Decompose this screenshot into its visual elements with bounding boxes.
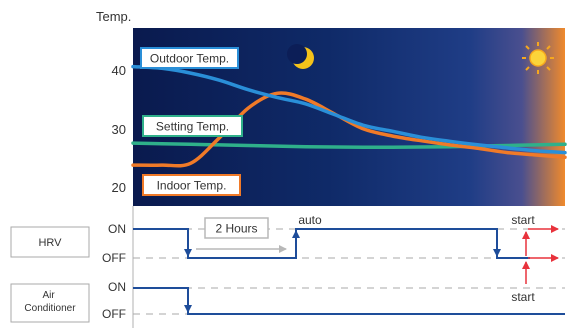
ac-label: Air Conditioner: [24, 290, 76, 314]
hrv-signal: [133, 228, 530, 259]
duration-box: [204, 217, 269, 239]
legend-indoor: Indoor Temp.: [142, 174, 241, 196]
duration-label: 2 Hours: [215, 222, 257, 236]
outdoor-temp-line: [131, 64, 567, 155]
hrv-start-label: start: [511, 213, 535, 227]
legend-outdoor-label: Outdoor Temp.: [150, 52, 229, 66]
hrv-on-label: ON: [108, 222, 126, 236]
y-tick-40: 40: [112, 63, 126, 78]
hrv-label: HRV: [38, 237, 62, 249]
legend-setting: Setting Temp.: [142, 115, 243, 137]
y-tick-20: 20: [112, 180, 126, 195]
legend-setting-label: Setting Temp.: [156, 120, 229, 134]
ac-start-label: start: [511, 290, 535, 304]
hrv-off-label: OFF: [102, 251, 126, 265]
ac-on-label: ON: [108, 280, 126, 294]
y-tick-30: 30: [112, 122, 126, 137]
ac-off-label: OFF: [102, 307, 126, 321]
sun-icon: [522, 42, 554, 74]
legend-indoor-label: Indoor Temp.: [157, 179, 227, 193]
legend-outdoor: Outdoor Temp.: [140, 47, 239, 69]
temperature-series: [131, 64, 567, 168]
ac-signal: [133, 287, 565, 315]
hrv-label-box: [10, 226, 90, 258]
auto-label: auto: [298, 213, 322, 227]
ac-label-box: [10, 283, 90, 323]
y-axis-title: Temp.: [96, 9, 131, 24]
moon-icon: [287, 44, 314, 69]
